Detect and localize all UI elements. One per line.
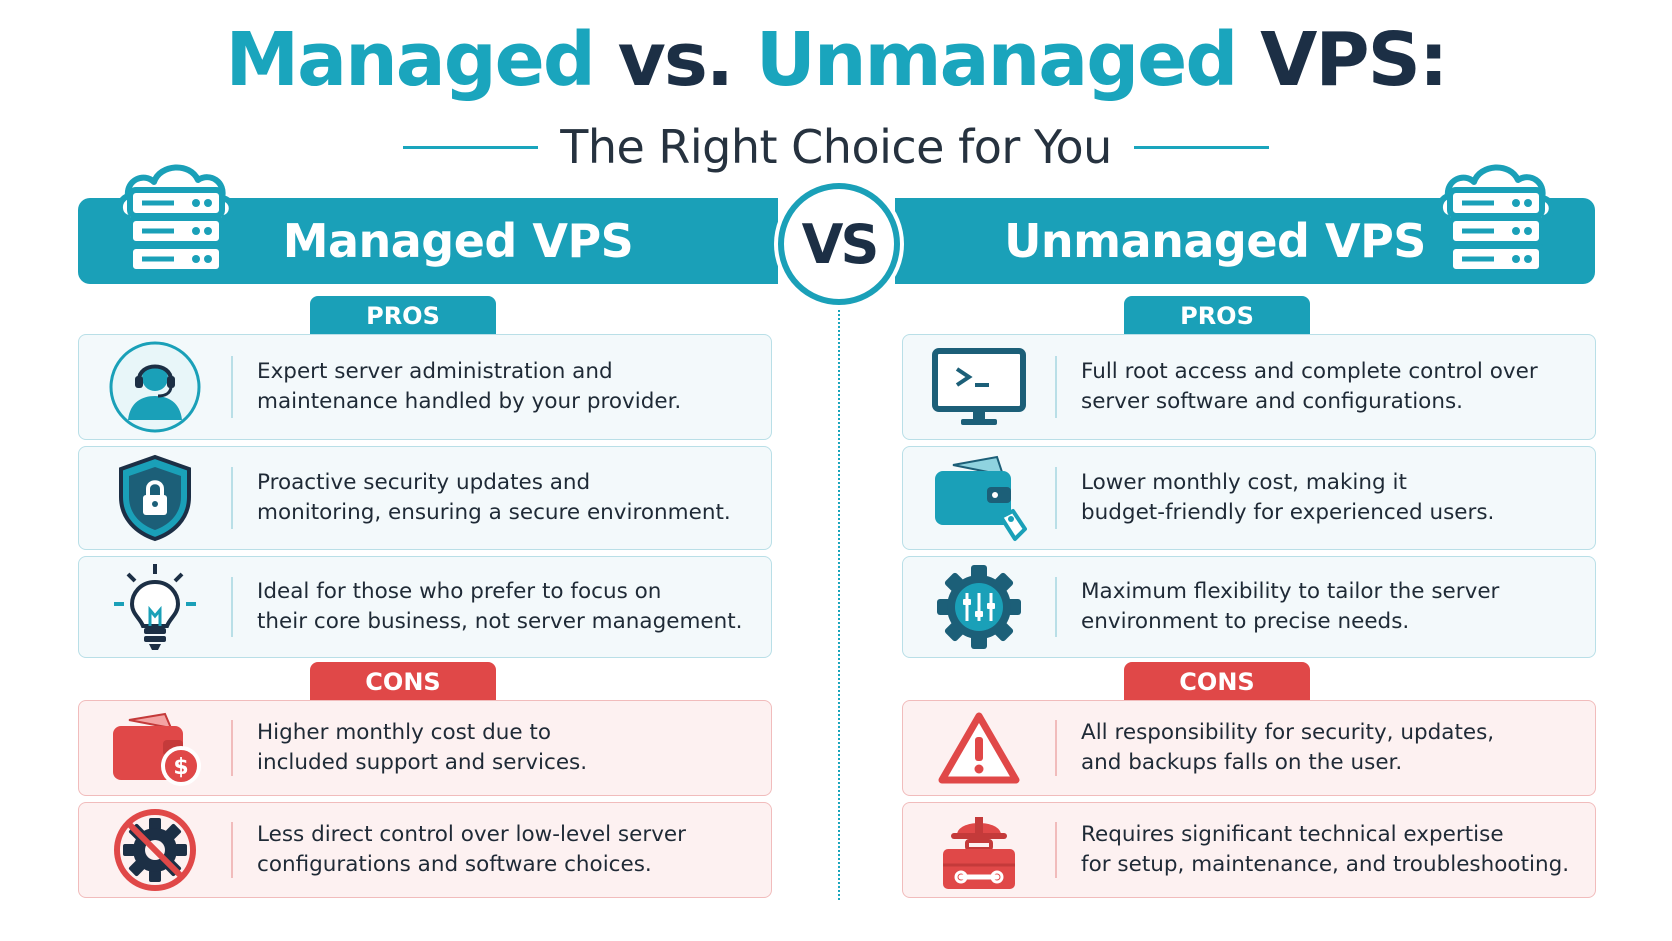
unmanaged-pro-text: Maximum flexibility to tailor the server… [1081, 579, 1500, 634]
title-vs: vs. [617, 17, 734, 103]
unmanaged-pro-item: Maximum flexibility to tailor the server… [902, 556, 1596, 658]
page-title: Managed vs. Unmanaged VPS: [0, 12, 1672, 108]
subtitle-row: The Right Choice for You [0, 112, 1672, 182]
gear-sliders-icon [937, 565, 1021, 649]
managed-pro-text: Ideal for those who prefer to focus on t… [257, 579, 743, 634]
unmanaged-pro-item: Full root access and complete control ov… [902, 334, 1596, 440]
unmanaged-con-item: Requires significant technical expertise… [902, 802, 1596, 898]
cloud-server-icon [1437, 164, 1555, 275]
managed-con-text: Less direct control over low-level serve… [257, 822, 686, 877]
unmanaged-pro-text: Lower monthly cost, making it budget-fri… [1081, 470, 1495, 525]
managed-pro-item: Proactive security updates and monitorin… [78, 446, 772, 550]
managed-con-text: Higher monthly cost due to included supp… [257, 720, 588, 775]
managed-pros-label: PROS [310, 296, 496, 336]
toolbox-helmet-icon [943, 817, 1015, 889]
managed-vps-heading: Managed VPS [282, 214, 634, 268]
wallet-tag-icon [935, 455, 1027, 541]
page-subtitle: The Right Choice for You [560, 120, 1112, 174]
lightbulb-icon [114, 564, 196, 650]
svg-text:$: $ [173, 755, 188, 780]
unmanaged-con-item: All responsibility for security, updates… [902, 700, 1596, 796]
managed-pro-item: Expert server administration and mainten… [78, 334, 772, 440]
warning-triangle-icon [938, 712, 1020, 784]
managed-pro-text: Proactive security updates and monitorin… [257, 470, 731, 525]
unmanaged-pros-label: PROS [1124, 296, 1310, 336]
cloud-server-icon [117, 164, 235, 275]
center-divider [838, 310, 840, 900]
vs-badge: VS [778, 183, 900, 305]
wallet-dollar-icon: $ [113, 712, 201, 786]
managed-con-item: Less direct control over low-level serve… [78, 802, 772, 898]
subtitle-rule-left [403, 145, 539, 149]
unmanaged-vps-heading: Unmanaged VPS [1004, 214, 1426, 268]
title-managed: Managed [225, 17, 596, 103]
subtitle-rule-right [1133, 145, 1269, 149]
unmanaged-con-text: All responsibility for security, updates… [1081, 720, 1495, 775]
managed-pro-text: Expert server administration and mainten… [257, 359, 682, 414]
managed-pro-item: Ideal for those who prefer to focus on t… [78, 556, 772, 658]
title-vps: VPS: [1260, 17, 1448, 103]
unmanaged-con-text: Requires significant technical expertise… [1081, 822, 1570, 877]
unmanaged-cons-label: CONS [1124, 662, 1310, 702]
managed-con-item: $ Higher monthly cost due to included su… [78, 700, 772, 796]
unmanaged-pro-item: Lower monthly cost, making it budget-fri… [902, 446, 1596, 550]
unmanaged-pro-text: Full root access and complete control ov… [1081, 359, 1538, 414]
support-agent-icon [109, 341, 201, 433]
security-shield-icon [119, 454, 191, 542]
managed-cons-label: CONS [310, 662, 496, 702]
title-unmanaged: Unmanaged [755, 17, 1239, 103]
no-settings-icon [114, 809, 196, 891]
terminal-monitor-icon [932, 348, 1026, 425]
